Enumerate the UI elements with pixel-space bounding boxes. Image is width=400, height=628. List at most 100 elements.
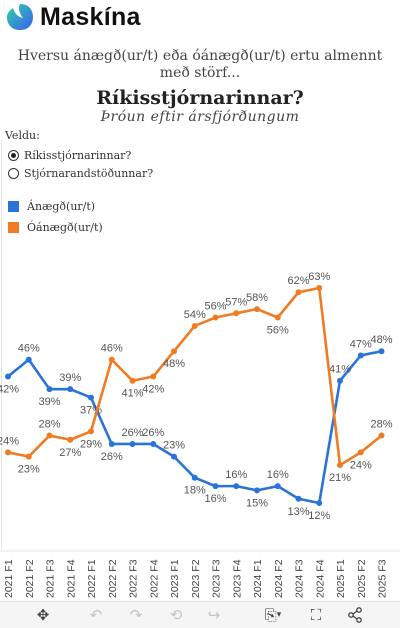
move-icon[interactable]: ✥ <box>36 606 50 624</box>
radio-label: Ríkisstjórnarinnar? <box>24 149 132 162</box>
data-label: 21% <box>329 472 351 484</box>
data-label: 46% <box>101 343 123 355</box>
data-point[interactable] <box>171 348 177 355</box>
radio-option-government[interactable]: Ríkisstjórnarinnar? <box>8 149 131 162</box>
data-point[interactable] <box>150 440 157 447</box>
data-point[interactable] <box>5 449 11 456</box>
radio-option-opposition[interactable]: Stjórnarandstöðunnar? <box>8 167 153 180</box>
brand-logo: Maskína <box>6 2 141 32</box>
x-tick-label: 2021 F3 <box>45 559 57 598</box>
data-point[interactable] <box>67 386 74 393</box>
x-tick-label: 2022 F4 <box>148 559 160 598</box>
data-point[interactable] <box>46 386 53 393</box>
redo-icon[interactable]: ↷ <box>129 606 143 624</box>
undo-icon[interactable]: ↶ <box>89 606 103 624</box>
data-label: 39% <box>38 396 60 408</box>
x-tick-label: 2022 F1 <box>86 559 98 598</box>
data-label: 29% <box>80 438 102 450</box>
data-label: 62% <box>287 275 309 287</box>
legend-item-satisfied[interactable]: Ánægð(ur/t) <box>8 200 95 213</box>
data-point[interactable] <box>316 500 323 506</box>
data-point[interactable] <box>191 322 198 329</box>
x-tick-label: 2024 F2 <box>273 559 285 598</box>
x-tick-label: 2025 F1 <box>335 559 347 598</box>
data-point[interactable] <box>88 428 94 435</box>
data-label: 41% <box>329 364 351 376</box>
x-tick-label: 2023 F1 <box>169 559 181 598</box>
data-point[interactable] <box>254 306 260 313</box>
data-label: 46% <box>18 343 40 355</box>
data-point[interactable] <box>212 483 219 490</box>
data-point[interactable] <box>129 440 136 447</box>
x-tick-label: 2021 F4 <box>65 559 77 598</box>
data-label: 28% <box>38 419 60 431</box>
data-point[interactable] <box>357 449 364 456</box>
data-point[interactable] <box>337 462 343 469</box>
data-label: 24% <box>350 459 372 471</box>
data-point[interactable] <box>254 487 260 494</box>
left-divider <box>1 140 2 550</box>
chart-title: Ríkisstjórnarinnar? <box>96 87 304 109</box>
data-point[interactable] <box>378 348 385 355</box>
legend-swatch <box>8 201 19 212</box>
download-icon[interactable]: ⎘ ▾ <box>264 606 282 624</box>
x-tick-label: 2024 F4 <box>314 559 326 598</box>
data-label: 47% <box>350 338 372 350</box>
data-label: 27% <box>59 447 81 459</box>
data-point[interactable] <box>233 310 240 317</box>
legend-item-dissatisfied[interactable]: Óánægð(ur/t) <box>8 221 103 234</box>
share-icon[interactable] <box>345 605 365 625</box>
data-point[interactable] <box>191 474 198 481</box>
data-label: 41% <box>121 388 143 400</box>
data-label: 48% <box>370 334 392 346</box>
data-label: 15% <box>246 497 268 509</box>
data-point[interactable] <box>150 373 157 380</box>
data-point[interactable] <box>5 373 11 380</box>
data-point[interactable] <box>171 453 177 460</box>
data-point[interactable] <box>316 285 323 291</box>
data-point[interactable] <box>25 356 32 363</box>
data-label: 42% <box>142 384 164 396</box>
data-point[interactable] <box>108 356 115 363</box>
x-tick-label: 2024 F3 <box>294 559 306 598</box>
data-label: 24% <box>0 435 19 447</box>
data-point[interactable] <box>88 394 94 401</box>
data-point[interactable] <box>46 432 53 439</box>
x-tick-label: 2022 F3 <box>128 559 140 598</box>
data-label: 58% <box>246 292 268 304</box>
data-label: 39% <box>59 372 81 384</box>
data-label: 42% <box>0 384 19 396</box>
data-point[interactable] <box>212 314 219 321</box>
legend-label: Óánægð(ur/t) <box>27 221 103 234</box>
data-point[interactable] <box>337 377 343 384</box>
revert-icon[interactable]: ⟲ <box>169 606 183 624</box>
data-point[interactable] <box>67 436 74 443</box>
data-label: 56% <box>267 325 289 337</box>
x-tick-label: 2022 F2 <box>107 559 119 598</box>
data-point[interactable] <box>108 440 115 447</box>
data-label: 16% <box>204 493 226 505</box>
data-point[interactable] <box>295 495 302 502</box>
x-tick-label: 2023 F3 <box>211 559 223 598</box>
data-label: 26% <box>101 451 123 463</box>
share-glyph <box>348 607 362 623</box>
data-point[interactable] <box>378 432 385 439</box>
data-label: 23% <box>163 440 185 452</box>
maskina-logo-icon <box>7 4 33 30</box>
x-tick-label: 2023 F2 <box>190 559 202 598</box>
data-point[interactable] <box>233 483 240 490</box>
data-label: 16% <box>267 469 289 481</box>
x-tick-label: 2021 F2 <box>24 559 36 598</box>
data-label: 26% <box>121 427 143 439</box>
selector-label: Veldu: <box>5 129 40 142</box>
data-point[interactable] <box>357 352 364 359</box>
data-label: 16% <box>225 469 247 481</box>
forward-icon[interactable]: ↪ <box>207 606 221 624</box>
data-point[interactable] <box>274 314 281 321</box>
data-point[interactable] <box>295 289 302 296</box>
data-point[interactable] <box>129 377 136 384</box>
fullscreen-icon[interactable]: ⛶ <box>310 606 322 624</box>
data-label: 63% <box>308 271 330 283</box>
data-point[interactable] <box>25 453 32 460</box>
data-point[interactable] <box>274 483 281 490</box>
